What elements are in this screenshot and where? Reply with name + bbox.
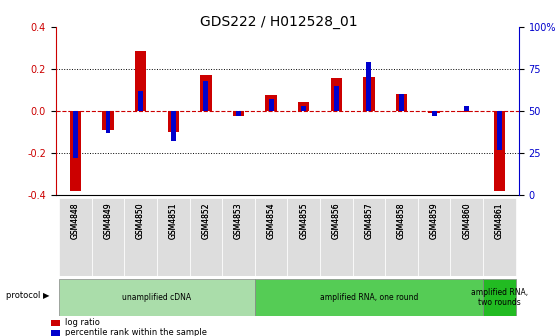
Bar (59, 279, 255, 316)
Text: GSM4860: GSM4860 (462, 202, 472, 239)
Text: GSM4858: GSM4858 (397, 202, 406, 239)
Bar (432, 111, 436, 116)
Text: GSM4852: GSM4852 (201, 202, 210, 239)
Text: amplified RNA, one round: amplified RNA, one round (320, 293, 418, 302)
Text: GSM4859: GSM4859 (430, 202, 439, 239)
Bar (363, 77, 374, 111)
Bar (418, 198, 450, 276)
Bar (334, 86, 339, 111)
Text: GSM4850: GSM4850 (136, 202, 145, 239)
Bar (200, 75, 211, 111)
Text: percentile rank within the sample: percentile rank within the sample (65, 329, 206, 336)
Text: GSM4850: GSM4850 (136, 202, 145, 239)
Bar (51, 320, 60, 326)
Bar (233, 111, 244, 116)
Text: GSM4861: GSM4861 (495, 202, 504, 239)
Bar (236, 111, 241, 116)
Bar (222, 198, 255, 276)
Text: GSM4855: GSM4855 (299, 202, 308, 239)
Bar (320, 198, 353, 276)
Text: GSM4855: GSM4855 (299, 202, 308, 239)
Text: GSM4849: GSM4849 (103, 202, 113, 239)
Text: GDS222 / H012528_01: GDS222 / H012528_01 (200, 15, 358, 29)
Bar (70, 111, 81, 191)
Bar (494, 111, 505, 191)
Bar (59, 198, 92, 276)
Bar (287, 198, 320, 276)
Text: amplified RNA,
two rounds: amplified RNA, two rounds (471, 288, 528, 307)
Bar (135, 51, 146, 111)
Bar (301, 106, 306, 111)
Bar (497, 111, 502, 150)
Text: GSM4853: GSM4853 (234, 202, 243, 239)
Bar (105, 111, 110, 133)
Text: GSM4858: GSM4858 (397, 202, 406, 239)
Bar (171, 111, 176, 141)
Bar (367, 62, 372, 111)
Text: GSM4857: GSM4857 (364, 202, 373, 239)
Bar (124, 198, 157, 276)
Bar (266, 95, 277, 111)
Bar (73, 111, 78, 158)
Text: GSM4848: GSM4848 (71, 202, 80, 239)
Text: GSM4860: GSM4860 (462, 202, 472, 239)
Bar (399, 94, 404, 111)
Text: GSM4851: GSM4851 (169, 202, 177, 239)
Bar (51, 330, 60, 336)
Text: GSM4851: GSM4851 (169, 202, 177, 239)
Bar (167, 111, 179, 132)
Bar (268, 99, 273, 111)
Bar (92, 198, 124, 276)
Text: GSM4857: GSM4857 (364, 202, 373, 239)
Text: GSM4853: GSM4853 (234, 202, 243, 239)
Bar (483, 279, 516, 316)
Bar (298, 102, 309, 111)
Text: log ratio: log ratio (65, 319, 99, 327)
Text: GSM4861: GSM4861 (495, 202, 504, 239)
Bar (353, 198, 385, 276)
Text: GSM4854: GSM4854 (267, 202, 276, 239)
Text: GSM4852: GSM4852 (201, 202, 210, 239)
Text: GSM4848: GSM4848 (71, 202, 80, 239)
Bar (330, 78, 342, 111)
Bar (255, 198, 287, 276)
Text: GSM4849: GSM4849 (103, 202, 113, 239)
Bar (102, 111, 114, 130)
Bar (255, 279, 483, 316)
Bar (483, 198, 516, 276)
Bar (190, 198, 222, 276)
Text: GSM4854: GSM4854 (267, 202, 276, 239)
Bar (203, 81, 208, 111)
Bar (157, 198, 190, 276)
Text: unamplified cDNA: unamplified cDNA (122, 293, 191, 302)
Text: protocol ▶: protocol ▶ (6, 291, 49, 300)
Bar (396, 94, 407, 111)
Bar (429, 111, 440, 113)
Bar (461, 111, 473, 112)
Bar (464, 106, 469, 111)
Bar (385, 198, 418, 276)
Text: GSM4859: GSM4859 (430, 202, 439, 239)
Text: GSM4856: GSM4856 (332, 202, 341, 239)
Text: GSM4856: GSM4856 (332, 202, 341, 239)
Bar (450, 198, 483, 276)
Bar (138, 91, 143, 111)
